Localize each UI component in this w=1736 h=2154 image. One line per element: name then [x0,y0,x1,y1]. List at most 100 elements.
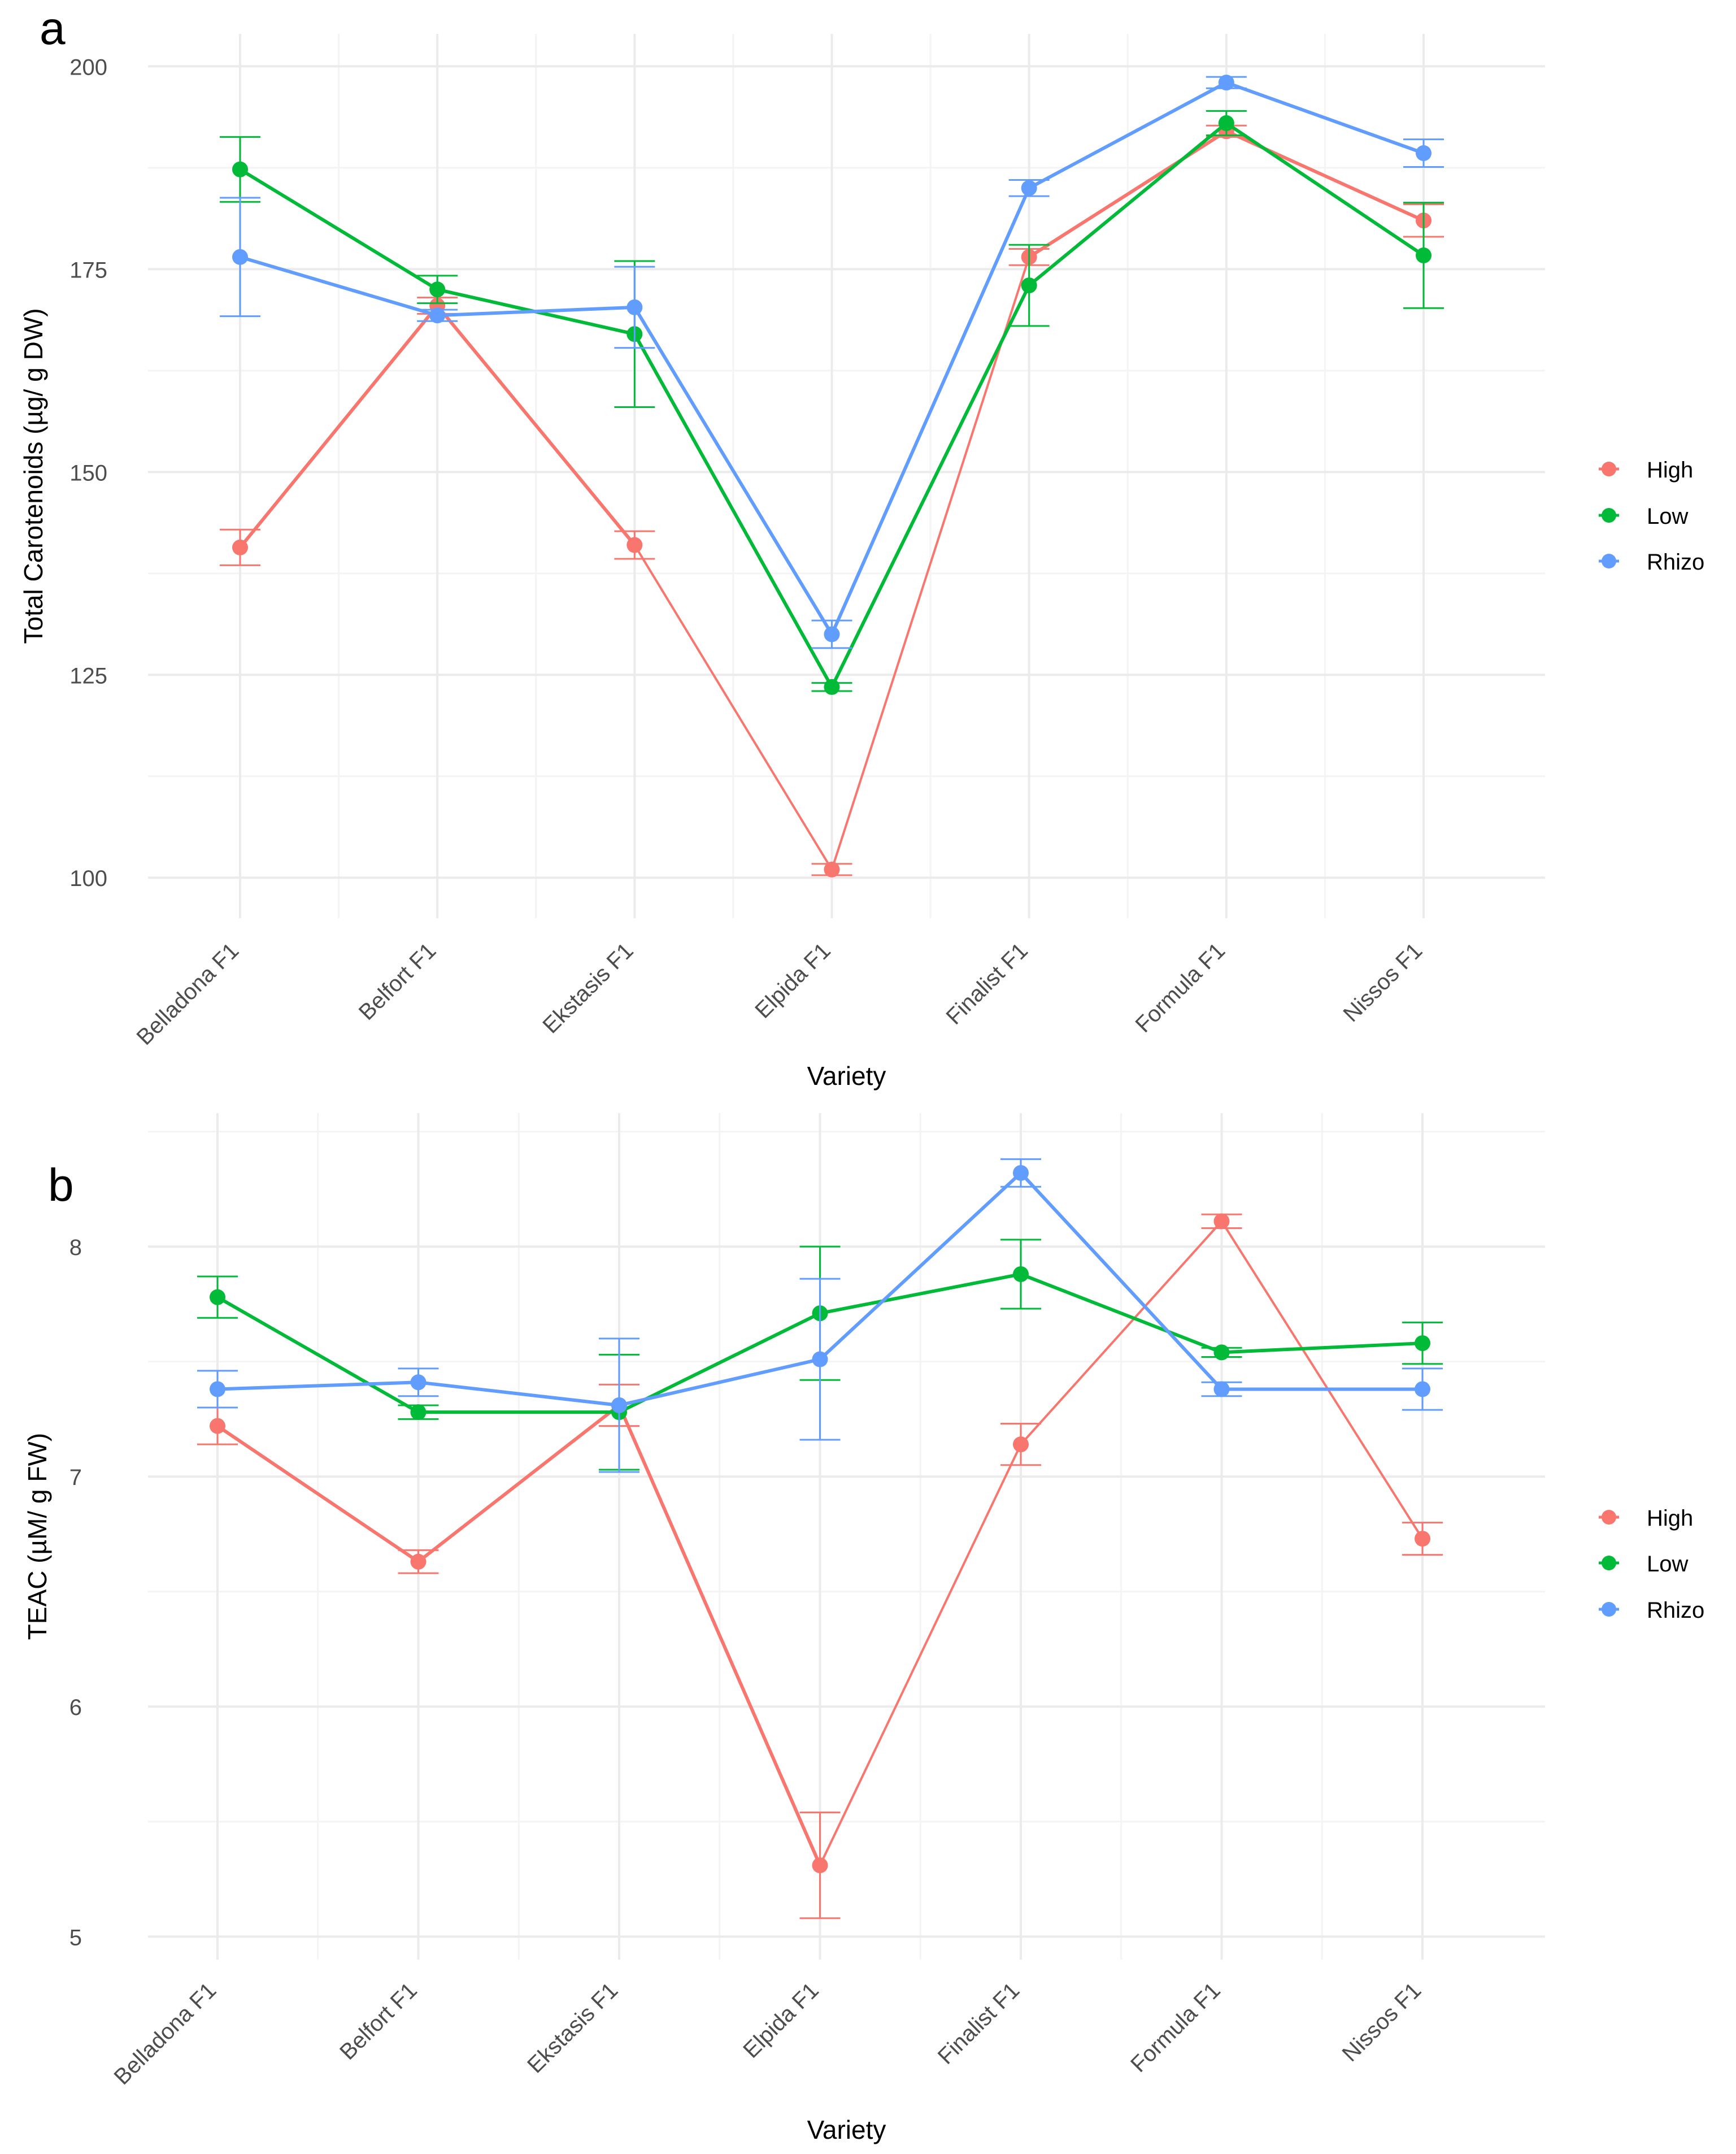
legend-label: Low [1647,1552,1688,1577]
series-line-segment [819,1443,1022,1867]
data-point [626,299,643,315]
data-point [1218,75,1234,91]
legend-key-point [1602,554,1616,568]
series-line-segment [617,1403,822,1868]
data-point [1213,1381,1230,1397]
data-point [1021,180,1037,196]
data-point [1415,1335,1430,1352]
data-point [410,1553,427,1570]
series-line-segment [1027,121,1228,288]
x-tick-label: Elpida F1 [738,1978,824,2063]
data-point [1013,1436,1029,1453]
series-line-segment [416,1403,621,1564]
data-point [410,1404,427,1421]
x-axis-title: Variety [807,2115,886,2144]
legend: High Low Rhizo [1599,458,1704,575]
data-point [1416,247,1432,263]
data-point [410,1374,427,1391]
data-point [812,1351,828,1367]
legend-entry-low: Low [1599,1552,1688,1577]
data-point [812,1857,828,1874]
x-tick-label: Belfort F1 [354,938,441,1025]
y-axis-title: Total Carotenoids (µg/ g DW) [19,308,48,644]
series-low [197,1239,1443,1471]
x-tick-label: Elpida F1 [750,938,836,1023]
legend-key-point [1602,1602,1616,1617]
series-line-segment [830,255,1030,871]
series-line-segment [830,284,1031,689]
y-tick-label: 6 [69,1695,82,1720]
data-point [232,249,248,265]
legend-label: High [1647,1506,1693,1531]
series-line-segment [238,255,440,318]
series-line-segment [1224,121,1425,257]
legend-key-point [1602,508,1616,523]
data-point [232,161,248,177]
x-tick-label: Ekstasis F1 [538,938,638,1038]
series-line-segment [436,305,637,318]
series-line-segment [1020,1220,1223,1446]
series-line-segment [633,305,834,636]
x-tick-label: Finalist F1 [933,1978,1025,2069]
y-tick-label: 8 [69,1235,82,1260]
series-line-segment [1224,81,1425,155]
legend-entry-high: High [1599,458,1693,483]
data-point [1213,1344,1230,1361]
data-point [611,1397,627,1413]
data-point [1021,277,1037,294]
y-tick-label: 5 [69,1925,82,1950]
series-line-segment [216,1295,420,1414]
legend-entry-high: High [1599,1506,1693,1531]
series-rhizo [220,75,1444,649]
series-line-segment [617,1311,822,1414]
series-line-segment [830,186,1031,636]
data-point [824,679,840,695]
data-point [429,281,446,298]
x-tick-label: Belladona F1 [132,938,244,1050]
x-axis-title: Variety [807,1061,886,1091]
legend-label: Rhizo [1647,550,1704,575]
data-point [429,307,446,324]
series-line-segment [1027,81,1228,190]
series-high [220,123,1444,878]
series-line-segment [216,1380,420,1391]
legend-key-point [1602,1556,1616,1570]
y-tick-label: 125 [69,663,107,688]
legend-entry-low: Low [1599,504,1688,529]
y-tick-label: 200 [69,55,107,80]
legend: High Low Rhizo [1599,1506,1704,1623]
series-line-segment [617,1357,822,1407]
series-line-segment [1220,1220,1424,1540]
data-point [1415,1381,1430,1397]
series-high [197,1213,1443,1920]
x-tick-label: Nissos F1 [1339,938,1428,1027]
x-tick-label: Formula F1 [1126,1978,1225,2077]
x-tick-label: Formula F1 [1130,938,1230,1037]
series-line-segment [1019,1171,1224,1391]
data-point [824,626,840,642]
data-point [626,537,643,553]
legend-key-point [1602,462,1616,476]
series-line-segment [416,1380,621,1407]
legend-label: Rhizo [1647,1598,1704,1623]
legend-key-point [1602,1510,1616,1525]
series-line-segment [238,303,440,549]
data-point [824,861,840,878]
panel-a-letter: a [40,3,66,54]
series-line-segment [818,1272,1023,1315]
data-point [232,539,248,555]
x-tick-label: Nissos F1 [1338,1978,1426,2066]
legend-entry-rhizo: Rhizo [1599,1598,1704,1623]
series-line-segment [633,332,834,689]
series-line-segment [1220,1341,1424,1354]
data-point [1415,1531,1430,1547]
legend-label: Low [1647,504,1688,529]
x-tick-label: Belfort F1 [335,1978,422,2065]
chart-a: 100 125 150 175 200 Belladona F1 Belfort F1 Eks… [19,34,1704,1091]
y-tick-label: 150 [69,461,107,485]
data-point [1213,1213,1230,1230]
legend-label: High [1647,458,1693,483]
grid [148,1113,1545,1960]
data-point [1013,1266,1029,1282]
